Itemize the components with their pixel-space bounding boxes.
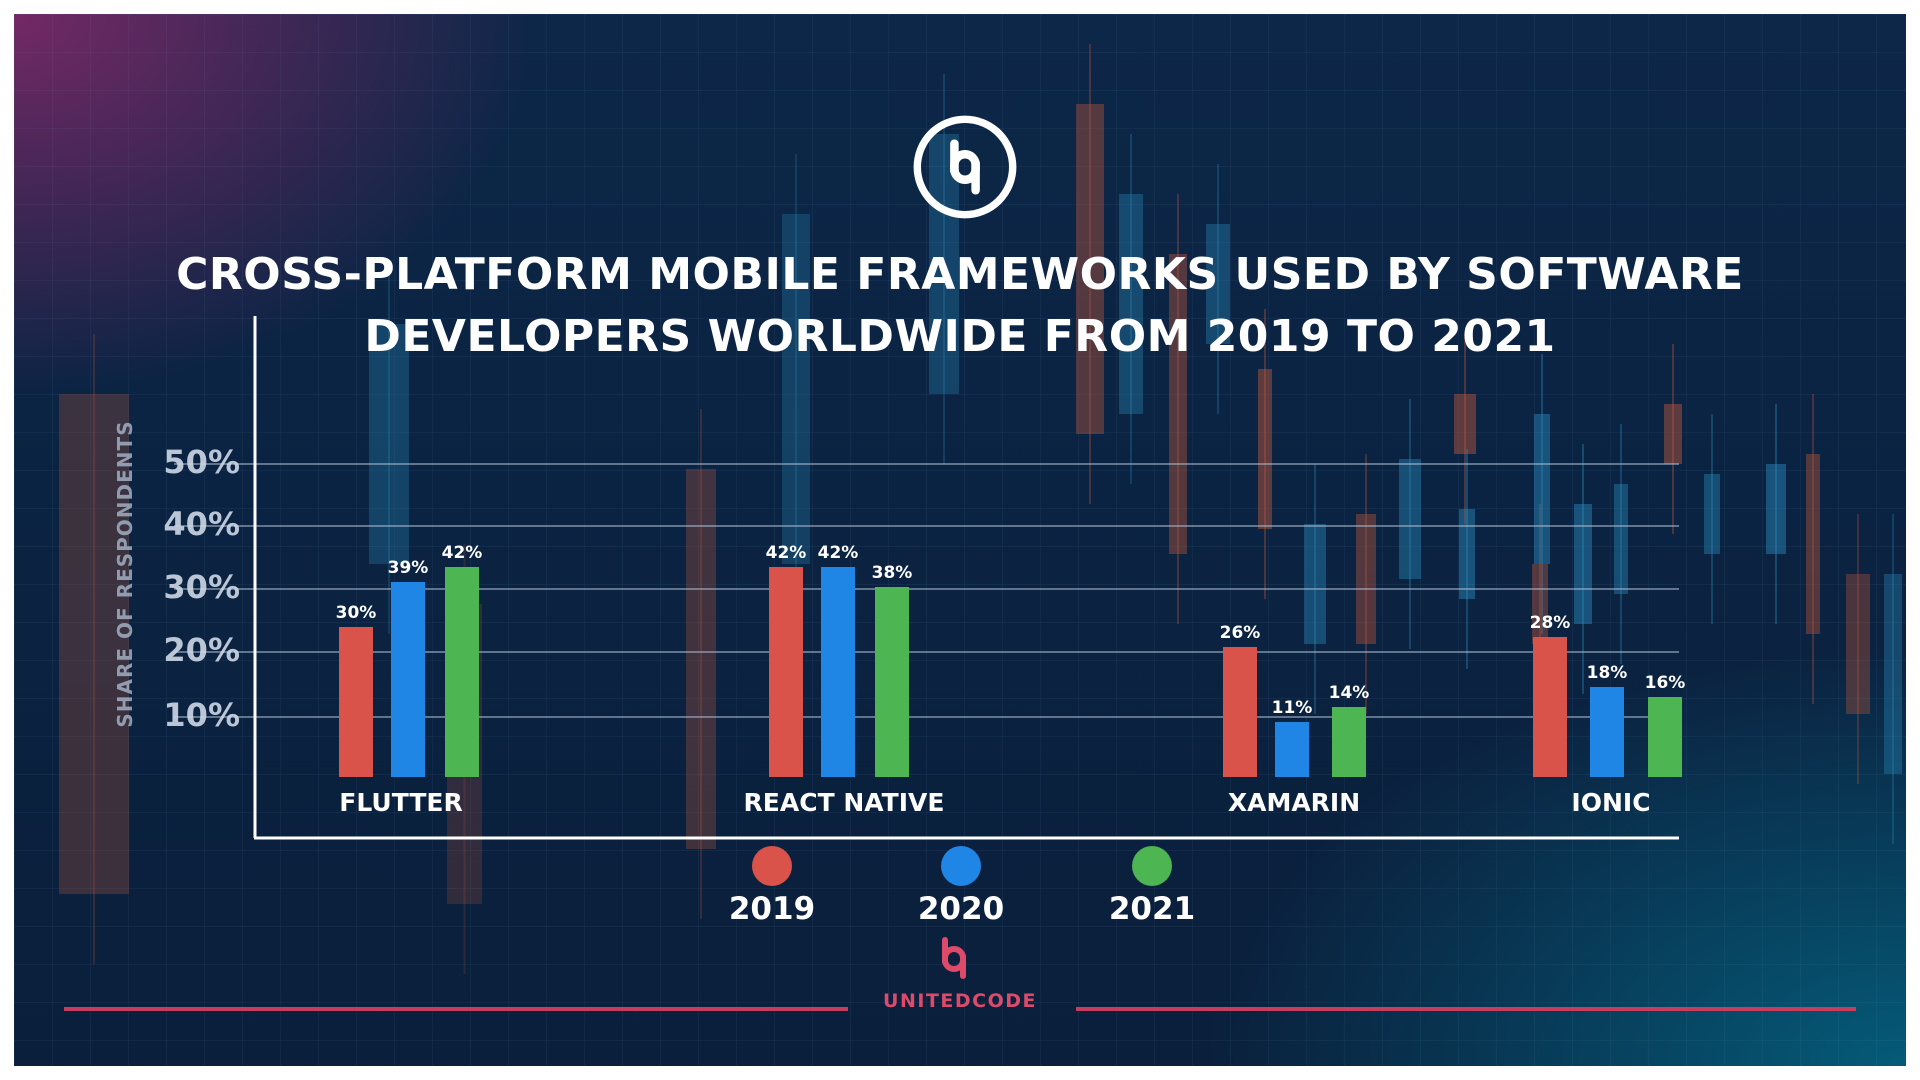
- data-label: 18%: [1587, 663, 1628, 683]
- bar-2020: [1590, 687, 1624, 777]
- y-tick-label: 20%: [163, 631, 240, 669]
- y-axis-title: SHARE OF RESPONDENTS: [113, 420, 137, 727]
- chart-title-line-2: DEVELOPERS WORLDWIDE FROM 2019 TO 2021: [364, 311, 1556, 362]
- bar-2019: [1223, 647, 1257, 777]
- data-label: 39%: [388, 558, 429, 578]
- y-tick-label: 50%: [163, 443, 240, 481]
- bar-2020: [1275, 722, 1309, 777]
- bar-2021: [1332, 707, 1366, 777]
- legend-label: 2020: [918, 891, 1004, 927]
- brand-divider-left: [64, 1007, 848, 1011]
- x-tick-label: FLUTTER: [339, 788, 462, 817]
- legend-swatch-2021: [1132, 846, 1172, 886]
- background-candlesticks: [59, 44, 1902, 974]
- brand-footer: UNITEDCODE: [14, 936, 1906, 1016]
- y-tick-label: 30%: [163, 568, 240, 606]
- data-label: 42%: [818, 543, 859, 563]
- x-tick-label: IONIC: [1571, 788, 1650, 817]
- legend-swatch-2020: [941, 846, 981, 886]
- chart-title: CROSS-PLATFORM MOBILE FRAMEWORKS USED BY…: [164, 244, 1756, 368]
- data-label: 26%: [1220, 623, 1261, 643]
- legend-label: 2021: [1109, 891, 1195, 927]
- data-label: 42%: [766, 543, 807, 563]
- bar-2021: [445, 567, 479, 777]
- bar-2021: [1648, 697, 1682, 777]
- legend-label: 2019: [729, 891, 815, 927]
- data-label: 28%: [1530, 613, 1571, 633]
- bar-2019: [769, 567, 803, 777]
- y-tick-label: 40%: [163, 505, 240, 543]
- data-label: 14%: [1329, 683, 1370, 703]
- brand-name: UNITEDCODE: [883, 990, 1037, 1012]
- bar-2021: [875, 587, 909, 777]
- bar-2020: [821, 567, 855, 777]
- bar-chart: SHARE OF RESPONDENTS 10% 20% 30% 40% 50% 30% 39…: [113, 316, 1686, 927]
- x-tick-label: REACT NATIVE: [744, 788, 945, 817]
- bar-2019: [339, 627, 373, 777]
- data-label: 16%: [1645, 673, 1686, 693]
- bar-2019: [1533, 637, 1567, 777]
- bar-2020: [391, 582, 425, 777]
- x-tick-label: XAMARIN: [1228, 788, 1360, 817]
- chart-title-line-1: CROSS-PLATFORM MOBILE FRAMEWORKS USED BY…: [176, 249, 1744, 300]
- data-label: 42%: [442, 543, 483, 563]
- data-label: 38%: [872, 563, 913, 583]
- brand-mark-icon: [942, 937, 966, 979]
- background-grid: [14, 14, 1906, 1066]
- unitedcode-logo-icon: [913, 115, 1017, 219]
- legend-swatch-2019: [752, 846, 792, 886]
- data-label: 11%: [1272, 698, 1313, 718]
- data-label: 30%: [336, 603, 377, 623]
- infographic-canvas: CROSS-PLATFORM MOBILE FRAMEWORKS USED BY…: [14, 14, 1906, 1066]
- brand-divider-right: [1076, 1007, 1856, 1011]
- y-tick-label: 10%: [163, 696, 240, 734]
